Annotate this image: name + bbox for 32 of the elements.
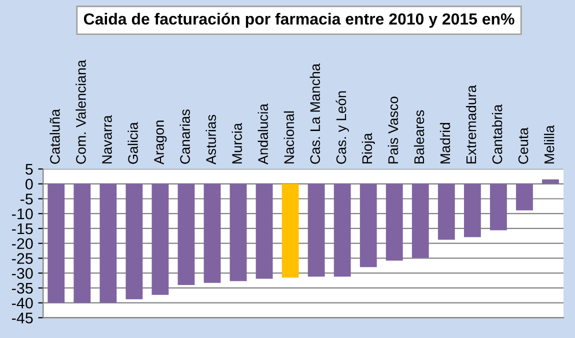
chart-title: Caida de facturación por farmacia entre 2010 y 2015 en% xyxy=(84,12,514,28)
x-tick-label: Baleares xyxy=(414,110,424,164)
x-tick-label: Cas. La Mancha xyxy=(310,63,320,164)
x-tick-label: Madrid xyxy=(440,122,450,164)
y-tick-label: -10 xyxy=(12,208,33,220)
y-tick-label: -35 xyxy=(12,282,33,294)
y-tick-label: -20 xyxy=(12,238,33,250)
x-tick-label: Murcia xyxy=(232,122,242,164)
y-tick-label: -40 xyxy=(12,298,33,309)
x-tick-label: Pais Vasco xyxy=(388,96,398,164)
x-tick-label: Canarias xyxy=(180,109,190,164)
y-tick-label: -5 xyxy=(20,194,33,204)
y-tick-label: -45 xyxy=(12,312,33,324)
x-tick-label: Navarra xyxy=(102,115,112,164)
y-tick-label: 0 xyxy=(26,178,33,190)
x-tick-label: Cas. y León xyxy=(336,91,349,164)
x-tick-label: Andalucia xyxy=(258,104,268,165)
y-tick-label: -15 xyxy=(12,224,33,234)
x-tick-label: Ceuta xyxy=(518,127,528,164)
y-tick-label: -30 xyxy=(12,268,33,279)
x-tick-label: Rioja xyxy=(362,132,375,164)
x-tick-label: Asturias xyxy=(206,114,216,165)
y-tick-label: -25 xyxy=(12,253,33,264)
x-tick-label: Cataluña xyxy=(50,108,60,164)
x-tick-label: Nacional xyxy=(284,111,294,164)
x-tick-label: Com. Valenciana xyxy=(76,60,86,164)
x-tick-label: Galicia xyxy=(128,122,138,164)
x-tick-label: Cantabria xyxy=(492,104,502,164)
x-tick-label: Aragon xyxy=(154,120,167,165)
y-tick-label: 5 xyxy=(26,164,33,175)
x-tick-label: Melilla xyxy=(544,125,554,164)
x-tick-label: Extremadura xyxy=(466,85,476,164)
